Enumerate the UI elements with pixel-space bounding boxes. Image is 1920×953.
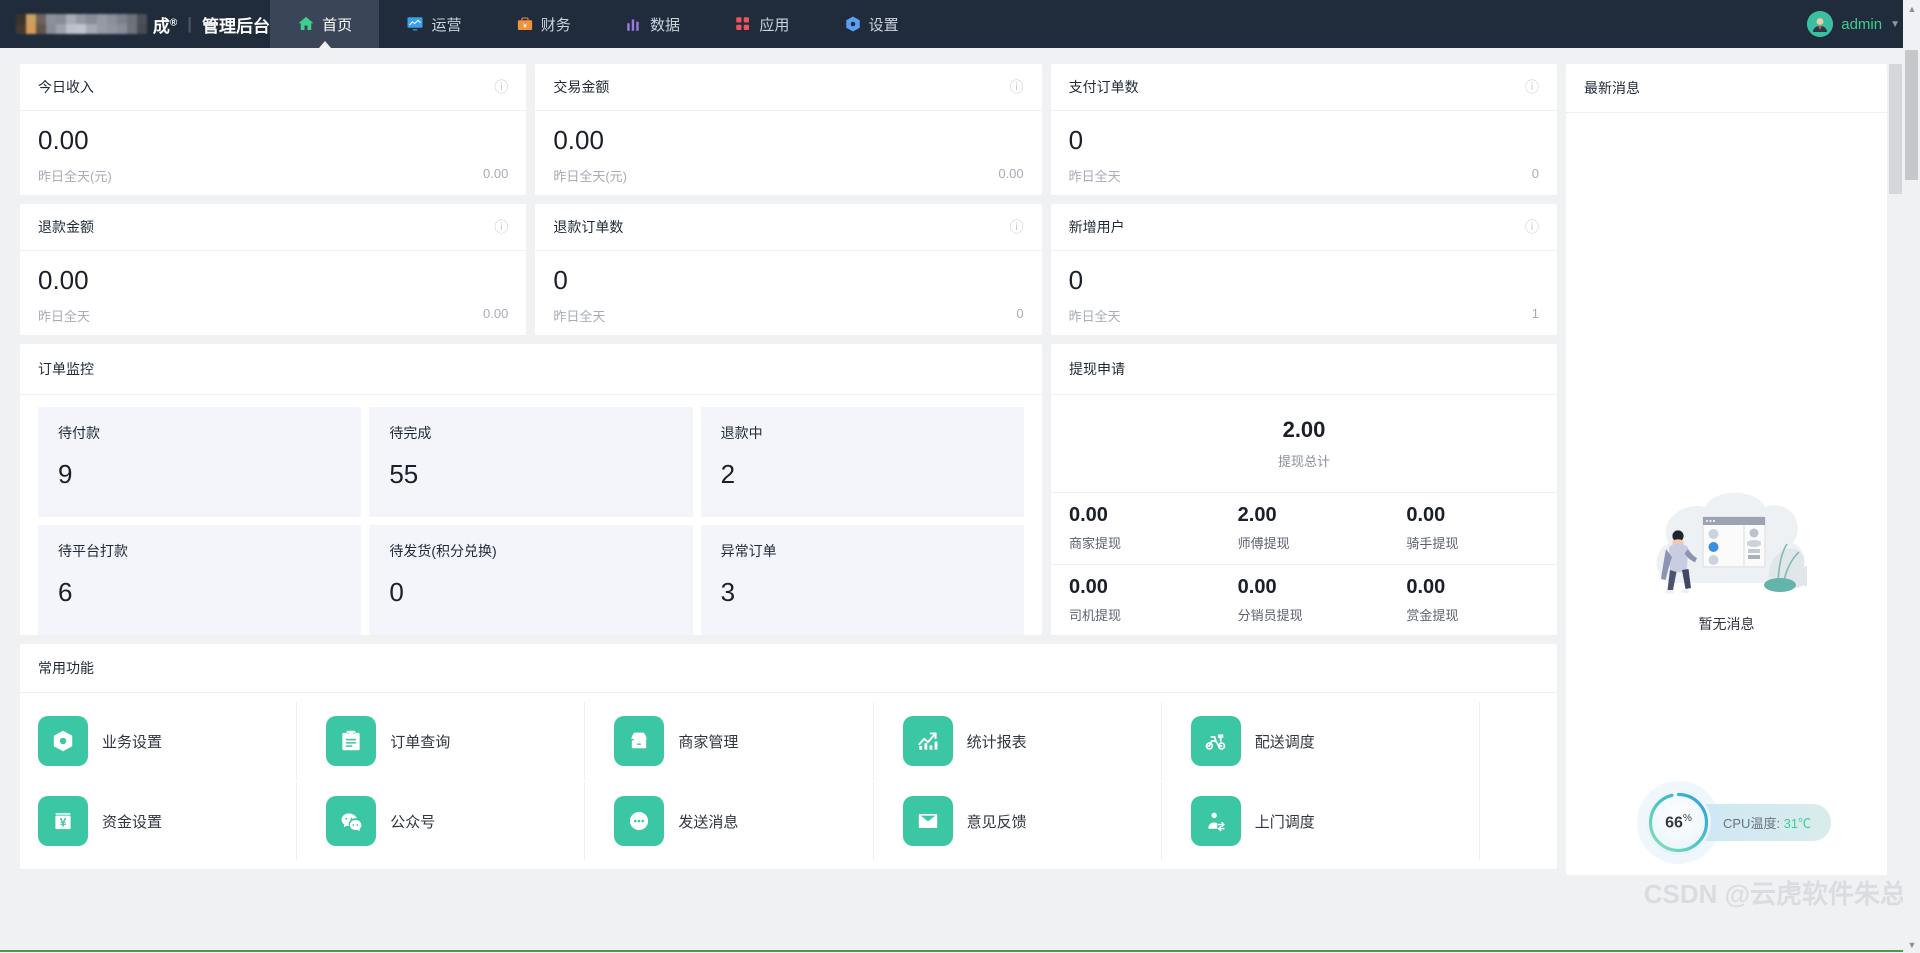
svg-text:¥: ¥ xyxy=(523,23,527,30)
svg-text:¥: ¥ xyxy=(60,816,67,830)
